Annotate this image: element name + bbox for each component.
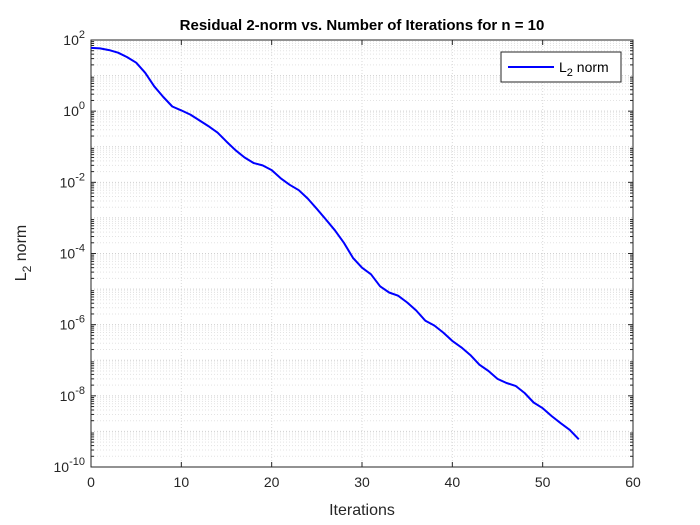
y-tick-label: 10-6 xyxy=(60,314,85,333)
x-tick-label: 50 xyxy=(535,474,551,490)
x-tick-label: 60 xyxy=(625,474,641,490)
y-tick-labels: 102 100 10-2 10-4 10-6 10-8 10-10 xyxy=(54,29,85,475)
axis-ticks xyxy=(90,39,634,468)
grid xyxy=(90,39,634,468)
y-axis-label: L2 norm xyxy=(13,225,34,282)
y-tick-label: 10-8 xyxy=(60,385,85,404)
y-tick-label: 102 xyxy=(63,29,85,48)
legend-entry: L2 norm xyxy=(559,59,609,79)
series-line-l2-norm xyxy=(90,46,580,440)
y-tick-label: 10-10 xyxy=(54,456,85,475)
x-axis-label: Iterations xyxy=(329,502,395,519)
y-tick-label: 10-4 xyxy=(60,243,85,262)
chart-title: Residual 2-norm vs. Number of Iterations… xyxy=(180,17,545,34)
legend: L2 norm xyxy=(500,51,622,83)
x-tick-labels: 0 10 20 30 40 50 60 xyxy=(87,474,641,490)
x-tick-label: 20 xyxy=(264,474,280,490)
y-tick-label: 100 xyxy=(63,100,85,119)
x-tick-label: 40 xyxy=(445,474,461,490)
series-layer xyxy=(90,46,580,440)
x-tick-label: 0 xyxy=(87,474,95,490)
x-tick-label: 30 xyxy=(354,474,370,490)
y-tick-label: 10-2 xyxy=(60,171,85,190)
x-tick-label: 10 xyxy=(174,474,190,490)
